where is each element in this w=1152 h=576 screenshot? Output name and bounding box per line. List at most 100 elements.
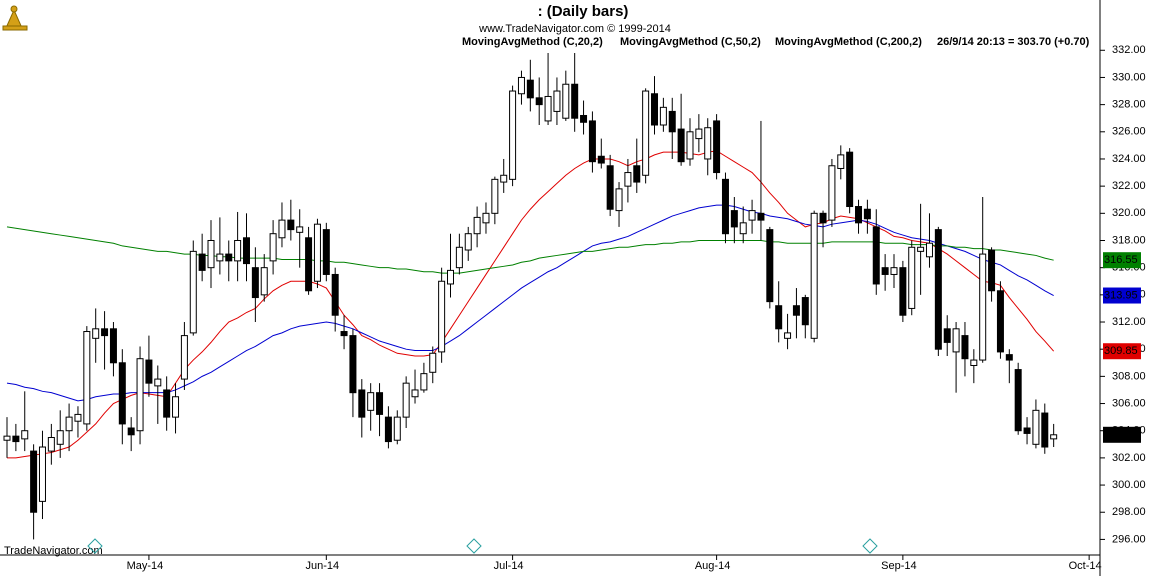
candle-body (766, 229, 774, 303)
candle-body (127, 427, 135, 436)
candle-body (642, 90, 650, 176)
candle-body (172, 396, 180, 418)
candle-body (429, 352, 437, 373)
candle-body (624, 172, 632, 187)
candle-body (668, 110, 676, 133)
candle-body (376, 392, 384, 415)
candle-body (47, 437, 55, 452)
candle-body (491, 178, 499, 214)
y-tick-label: 326.00 (1112, 126, 1146, 138)
y-tick-label: 324.00 (1112, 153, 1146, 165)
candle-body (420, 373, 428, 391)
candle-body (38, 446, 46, 502)
candle-body (730, 210, 738, 228)
candle-body (1050, 434, 1058, 440)
candle-body (136, 358, 144, 432)
candle-body (1041, 412, 1049, 448)
candle-body (713, 120, 721, 174)
candle-body (819, 212, 827, 224)
ma-line (6, 204, 1054, 402)
x-tick-label: Jul-14 (494, 560, 524, 572)
candle-body (367, 392, 375, 411)
candle-body (588, 120, 596, 163)
candle-body (757, 212, 765, 221)
y-tick-label: 308.00 (1112, 370, 1146, 382)
candle-body (606, 165, 614, 210)
candle-body (74, 413, 82, 422)
candle-body (863, 208, 871, 220)
candle-body (393, 416, 401, 441)
candle-body (411, 389, 419, 398)
candle-body (189, 250, 197, 334)
y-tick-label: 312.00 (1112, 316, 1146, 328)
candle-body (739, 222, 747, 235)
candle-body (56, 430, 64, 445)
chart-subtitle: www.TradeNavigator.com © 1999-2014 (478, 23, 671, 35)
candle-body (83, 331, 91, 425)
candle-body (322, 229, 330, 275)
y-tick-label: 322.00 (1112, 180, 1146, 192)
last-value-box (1103, 343, 1141, 360)
candle-body (500, 174, 508, 183)
candle-body (881, 267, 889, 275)
candle-body (979, 253, 987, 361)
last-value-label: 313.95 (1104, 289, 1138, 301)
candle-body (358, 389, 366, 418)
candle-body (30, 450, 38, 513)
candle-body (695, 128, 703, 140)
candle-body (207, 239, 215, 269)
candle-body (908, 246, 916, 309)
candle-body (287, 219, 295, 231)
candle-body (597, 155, 605, 164)
chart-title: : (Daily bars) (538, 3, 629, 20)
candle-body (970, 359, 978, 366)
candle-body (677, 128, 685, 163)
candle-body (198, 253, 206, 271)
candle-body (544, 95, 552, 122)
candle-body (313, 223, 321, 282)
candle-body (216, 253, 224, 262)
candle-body (180, 335, 188, 380)
candle-body (721, 178, 729, 235)
candle-body (260, 267, 268, 296)
candle-body (384, 416, 392, 443)
candle-body (118, 362, 126, 425)
watermark: TradeNavigator.com (4, 545, 103, 557)
candle-body (633, 165, 641, 183)
candle-body (899, 267, 907, 316)
y-tick-label: 296.00 (1112, 533, 1146, 545)
y-tick-label: 300.00 (1112, 479, 1146, 491)
candle-body (996, 290, 1004, 353)
candle-body (163, 389, 171, 418)
candle-body (535, 97, 543, 106)
candle-body (553, 90, 561, 112)
y-tick-label: 320.00 (1112, 207, 1146, 219)
candle-body (846, 151, 854, 208)
candle-body (925, 242, 933, 258)
candle-body (455, 246, 463, 269)
ma-line (6, 226, 1054, 274)
candle-body (704, 127, 712, 160)
x-tick-label: May-14 (127, 560, 164, 572)
candle-body (92, 328, 100, 339)
candle-body (154, 378, 162, 387)
candle-body (473, 216, 481, 235)
candle-body (225, 253, 233, 262)
last-price-box (1103, 426, 1141, 443)
last-value-label: 309.85 (1104, 345, 1138, 357)
candle-body (1023, 427, 1031, 434)
y-tick-label: 298.00 (1112, 506, 1146, 518)
candle-body (509, 90, 517, 180)
candle-body (447, 269, 454, 285)
price-info: 26/9/14 20:13 = 303.70 (+0.70) (937, 36, 1090, 48)
candle-body (943, 328, 951, 343)
y-tick-label: 328.00 (1112, 99, 1146, 111)
candle-body (651, 93, 659, 126)
last-value-label: 316.55 (1104, 254, 1138, 266)
candle-body (145, 359, 153, 384)
candle-body (402, 382, 410, 418)
candle-body (828, 165, 836, 221)
candle-body (872, 226, 880, 285)
last-value-box (1103, 287, 1141, 304)
